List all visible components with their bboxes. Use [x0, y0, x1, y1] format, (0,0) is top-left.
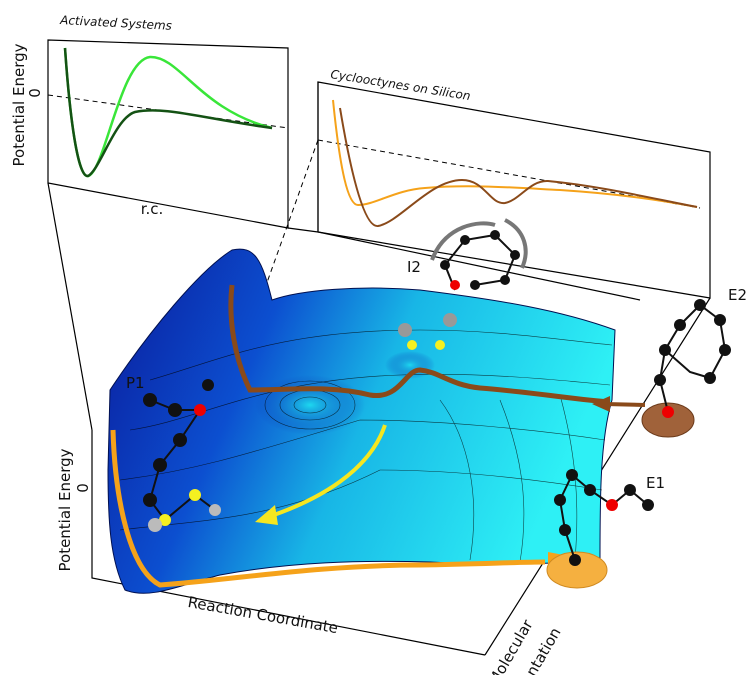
shape — [63, 47, 273, 178]
atom — [510, 250, 520, 260]
shape — [658, 303, 727, 413]
shape: Cyclooctynes on Silicon — [330, 67, 472, 103]
molecules — [143, 218, 731, 589]
shape — [332, 99, 698, 208]
atom — [674, 319, 686, 331]
shape — [504, 218, 528, 269]
atom — [194, 404, 206, 416]
atom — [569, 554, 581, 566]
energy-surface — [107, 248, 646, 594]
shape: Activated Systems — [59, 13, 172, 33]
shape — [107, 248, 616, 594]
atom — [168, 403, 182, 417]
atom — [566, 469, 578, 481]
zero-label: 0 — [74, 483, 92, 493]
shape — [255, 505, 278, 525]
atom — [704, 372, 716, 384]
atom — [143, 393, 157, 407]
state-label: E1 — [646, 474, 665, 492]
state-label: P1 — [126, 374, 145, 392]
frame — [47, 82, 711, 656]
shape — [129, 374, 611, 431]
shape — [499, 399, 525, 563]
shape — [592, 396, 610, 412]
shape: Potential Energy — [10, 43, 28, 166]
atom — [554, 494, 566, 506]
atom — [584, 484, 596, 496]
atom — [440, 260, 450, 270]
shape: r.c. — [141, 200, 164, 218]
inset-activated: Activated Systems Potential Energy 0 r.c… — [10, 13, 289, 229]
atom — [694, 299, 706, 311]
shape — [264, 424, 387, 520]
atom — [559, 524, 571, 536]
shape — [228, 284, 611, 405]
atom — [500, 275, 510, 285]
atom — [659, 344, 671, 356]
shape — [641, 402, 695, 438]
shape: 0 — [26, 88, 44, 98]
shape — [293, 396, 327, 414]
shape — [264, 380, 356, 430]
atom — [435, 340, 445, 350]
shape — [317, 139, 701, 209]
shape — [47, 82, 711, 656]
shape — [317, 81, 711, 299]
atom — [407, 340, 417, 350]
axis-label: Reaction Coordinate — [186, 593, 339, 637]
shape — [604, 402, 646, 407]
atom — [159, 514, 171, 526]
atom — [470, 280, 480, 290]
atom — [398, 323, 412, 337]
atom — [143, 493, 157, 507]
atom — [443, 313, 457, 327]
shape — [249, 139, 319, 331]
shape — [546, 551, 608, 589]
atom — [173, 433, 187, 447]
shape — [430, 221, 496, 261]
atom — [654, 374, 666, 386]
atom — [719, 344, 731, 356]
atom — [153, 458, 167, 472]
shape — [119, 419, 606, 481]
atom — [606, 499, 618, 511]
atom — [662, 406, 674, 418]
atom — [714, 314, 726, 326]
atom — [202, 379, 214, 391]
state-label: I2 — [407, 258, 421, 276]
shape — [47, 39, 289, 229]
shape — [119, 329, 613, 563]
atom — [642, 499, 654, 511]
state-label: E2 — [728, 286, 747, 304]
atom — [624, 484, 636, 496]
atom — [148, 518, 162, 532]
atom — [209, 504, 221, 516]
atom — [460, 235, 470, 245]
axis-label: Potential Energy — [56, 448, 74, 571]
shape — [119, 469, 603, 531]
shape — [110, 429, 546, 588]
atom — [490, 230, 500, 240]
inset-silicon: Cyclooctynes on Silicon — [317, 67, 711, 299]
shape — [339, 107, 698, 227]
shape — [439, 399, 474, 561]
atom — [189, 489, 201, 501]
atom — [450, 280, 460, 290]
